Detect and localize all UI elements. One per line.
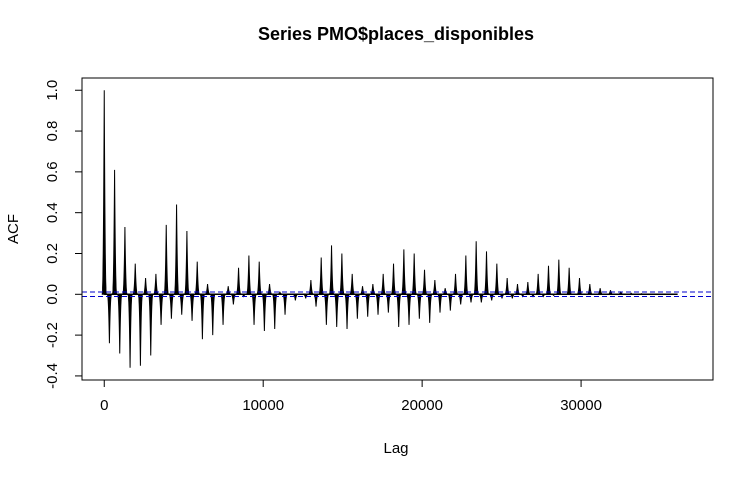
acf-peak-15 (256, 261, 263, 295)
y-tick-label: 0.8 (44, 121, 61, 142)
acf-trough-23 (344, 293, 351, 329)
y-tick-label: 0.2 (44, 243, 61, 264)
acf-trough-11 (220, 293, 227, 325)
x-tick-label: 0 (100, 397, 108, 414)
acf-peak-3 (132, 263, 139, 295)
acf-peak-23 (338, 253, 345, 295)
x-tick-label: 10000 (242, 397, 284, 414)
acf-peak-44 (555, 259, 562, 295)
x-tick-label: 30000 (560, 397, 602, 414)
acf-peak-21 (318, 257, 325, 295)
acf-trough-26 (375, 293, 382, 315)
x-axis: 0 10000 20000 30000 (100, 379, 602, 414)
x-tick-label: 20000 (401, 397, 443, 414)
acf-peak-9 (194, 261, 201, 295)
acf-trough-4 (147, 293, 154, 356)
confidence-bounds (82, 291, 713, 298)
acf-peak-0 (101, 90, 108, 295)
chart-title: Series PMO$places_disponibles (258, 24, 534, 44)
x-axis-label: Lag (383, 440, 408, 457)
acf-trough-29 (406, 293, 413, 325)
acf-peak-42 (535, 273, 542, 295)
y-tick-label: -0.4 (44, 363, 61, 389)
acf-peak-45 (566, 267, 573, 295)
acf-trough-30 (416, 293, 423, 319)
acf-trough-21 (323, 293, 330, 325)
acf-peak-43 (545, 265, 552, 295)
y-axis-label: ACF (5, 214, 22, 244)
acf-peak-35 (462, 255, 469, 295)
y-tick-label: 0.6 (44, 161, 61, 182)
acf-trough-10 (209, 293, 216, 336)
acf-trough-0 (106, 293, 113, 344)
y-tick-label: 1.0 (44, 80, 61, 101)
acf-trough-14 (251, 293, 258, 325)
acf-peak-6 (163, 224, 170, 295)
acf-trough-22 (333, 293, 340, 327)
acf-trough-15 (261, 293, 268, 332)
acf-trough-2 (127, 293, 134, 368)
acf-trough-28 (395, 293, 402, 327)
acf-trough-31 (426, 293, 433, 323)
acf-peak-30 (411, 253, 418, 295)
acf-peak-14 (245, 255, 252, 295)
acf-peak-7 (173, 204, 180, 295)
y-tick-label: 0.4 (44, 202, 61, 223)
acf-peak-37 (483, 251, 490, 295)
y-tick-label: 0.0 (44, 284, 61, 305)
acf-peak-2 (121, 226, 128, 295)
y-tick-label: -0.2 (44, 322, 61, 348)
acf-peak-28 (390, 263, 397, 295)
acf-trough-5 (158, 293, 165, 325)
acf-trough-1 (116, 293, 123, 354)
acf-trough-6 (168, 293, 175, 319)
acf-trough-3 (137, 293, 144, 366)
y-axis: -0.4 -0.2 0.0 0.2 0.4 0.6 0.8 1.0 (44, 80, 83, 389)
acf-trough-16 (271, 293, 278, 329)
acf-peak-1 (111, 169, 118, 295)
acf-peak-38 (493, 263, 500, 295)
